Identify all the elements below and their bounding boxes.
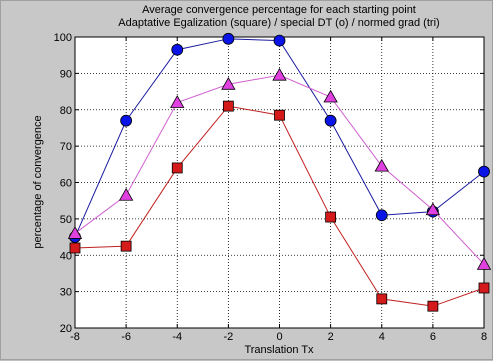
y-tick-label: 70 [60,141,72,153]
x-tick-label: -8 [70,331,80,343]
data-point-circle [478,165,490,178]
data-point-triangle [476,257,492,270]
data-point-circle [222,32,235,45]
y-tick-label: 50 [60,214,72,226]
data-point-square [325,211,337,223]
data-point-square [222,100,234,112]
data-point-square [69,242,81,254]
y-tick-label: 80 [60,105,72,117]
y-tick-label: 100 [54,32,72,44]
data-point-square [478,282,490,294]
data-point-square [171,162,183,174]
y-axis-label: percentage of convergence [32,115,44,248]
x-tick-label: 4 [379,331,385,343]
y-tick-label: 60 [60,178,72,190]
y-tick-label: 90 [60,68,72,80]
axis-ticks: -8 -6 -4 -2 0 2 4 6 8 20 30 40 50 60 70 80 90 100 [54,32,487,343]
data-point-circle [273,34,286,47]
data-point-circle [120,114,133,127]
x-tick-label: 0 [276,331,282,343]
y-tick-label: 40 [60,250,72,262]
data-point-triangle [67,226,83,239]
data-point-square [274,109,285,121]
data-point-circle [171,43,184,56]
x-tick-label: 2 [328,331,334,343]
data-point-triangle [272,67,287,81]
data-point-triangle [170,95,185,108]
chart-title-line-2: Adaptative Egalization (square) / specia… [118,17,439,29]
y-tick-label: 20 [60,323,72,335]
data-point-square [120,240,132,252]
data-point-circle [375,209,388,222]
data-point-triangle [374,158,389,172]
data-point-triangle [323,89,338,103]
data-point-triangle [221,76,236,90]
x-axis-label: Translation Tx [244,344,314,356]
data-point-square [427,300,439,312]
data-point-square [376,293,388,305]
x-tick-label: 6 [430,331,436,343]
x-tick-label: -6 [121,331,131,343]
x-tick-label: 8 [481,331,487,343]
data-point-triangle [118,187,134,201]
y-tick-label: 30 [60,287,72,299]
data-point-triangle [425,202,441,216]
x-tick-label: -2 [223,331,233,343]
chart-title-line-1: Average convergence percentage for each … [142,4,416,16]
x-tick-label: -4 [172,331,182,343]
data-point-circle [324,114,337,127]
data-series [67,32,492,312]
